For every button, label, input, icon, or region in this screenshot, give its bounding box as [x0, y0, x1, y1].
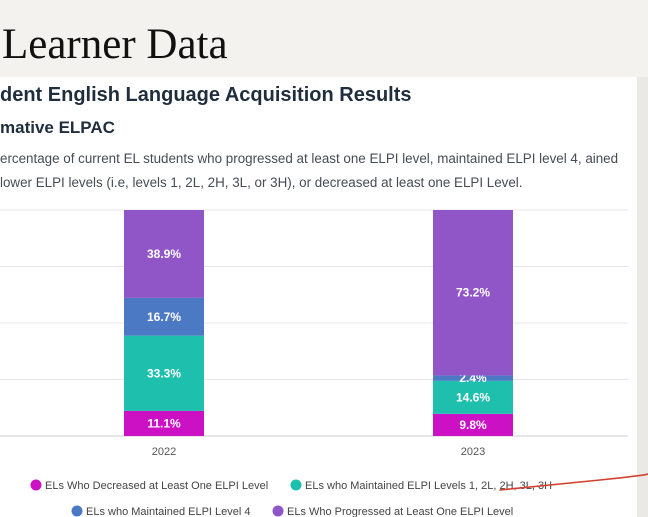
legend-marker-1 [290, 479, 302, 491]
legend-marker-0 [30, 479, 42, 491]
panel-edge [637, 77, 648, 517]
legend-label-3: ELs Who Progressed at Least One ELPI Lev… [287, 506, 513, 517]
stacked-bar-chart: 11.1%33.3%16.7%38.9%20229.8%14.6%2.4%73.… [0, 209, 628, 517]
bar-segment-2022-2 [124, 297, 204, 336]
bar-segment-2023-2 [433, 375, 513, 381]
chart-description: ercentage of current EL students who pro… [0, 151, 619, 190]
legend-label-0: ELs Who Decreased at Least One ELPI Leve… [45, 480, 268, 492]
bar-segment-2022-3 [124, 210, 204, 298]
data-label-2022-3: 38.9% [147, 247, 181, 261]
bar-segment-2023-0 [433, 413, 513, 436]
legend-marker-3 [272, 505, 284, 517]
data-label-2022-1: 33.3% [147, 366, 181, 380]
chart-panel: dent English Language Acquisition Result… [0, 77, 637, 517]
legend-label-1: ELs who Maintained ELPI Levels 1, 2L, 2H… [305, 480, 552, 492]
x-tick-label-2023: 2023 [461, 446, 485, 458]
data-label-2023-0: 9.8% [459, 418, 487, 432]
bar-segment-2023-3 [433, 210, 513, 376]
chart-title: dent English Language Acquisition Result… [0, 84, 412, 106]
data-label-2022-2: 16.7% [147, 310, 181, 324]
x-tick-label-2022: 2022 [152, 446, 176, 458]
bar-segment-2022-1 [124, 335, 204, 411]
data-label-2022-0: 11.1% [147, 416, 181, 430]
chart-subtitle: mative ELPAC [0, 118, 115, 137]
data-label-2023-1: 14.6% [456, 390, 490, 404]
legend-label-2: ELs who Maintained ELPI Level 4 [86, 506, 251, 517]
slide-title: Learner Data [2, 21, 228, 68]
legend-marker-2 [71, 505, 83, 517]
data-label-2023-3: 73.2% [456, 286, 490, 300]
bar-segment-2023-1 [433, 380, 513, 414]
bar-segment-2022-0 [124, 410, 204, 436]
